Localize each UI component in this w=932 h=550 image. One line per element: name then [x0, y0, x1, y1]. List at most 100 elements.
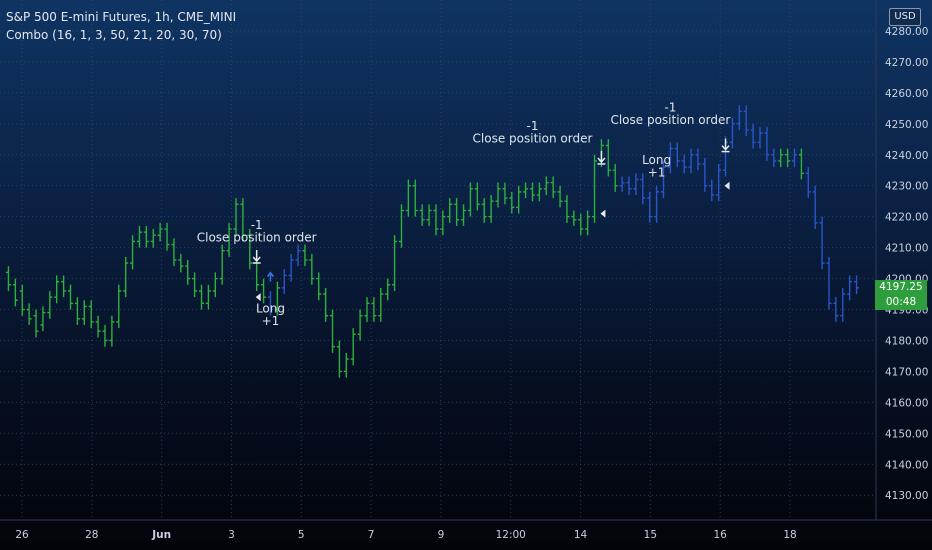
- price-bar: [543, 176, 549, 195]
- price-bar: [295, 244, 301, 267]
- price-bar: [660, 160, 666, 199]
- price-bar: [343, 352, 349, 378]
- price-bar: [454, 198, 460, 226]
- price-bar: [516, 185, 522, 214]
- currency-label[interactable]: USD: [889, 8, 921, 26]
- price-bar: [247, 229, 253, 270]
- price-bar: [81, 300, 87, 325]
- price-bar: [495, 182, 501, 208]
- price-bar: [709, 179, 715, 202]
- last-price-tag: 4197.25 00:48: [875, 280, 927, 310]
- price-bar: [102, 325, 108, 347]
- symbol-title[interactable]: S&P 500 E-mini Futures, 1h, CME_MINI: [6, 10, 237, 24]
- price-bar: [68, 284, 74, 310]
- price-bar: [819, 216, 825, 270]
- price-bar: [681, 154, 687, 174]
- price-bar: [654, 185, 660, 223]
- price-bar: [302, 244, 308, 267]
- price-bar: [757, 126, 763, 149]
- y-tick-label: 4140.00: [885, 459, 928, 471]
- y-tick-label: 4160.00: [885, 397, 928, 409]
- price-bar: [378, 287, 384, 322]
- price-bar: [274, 281, 280, 316]
- indicator-title[interactable]: Combo (16, 1, 3, 50, 21, 20, 30, 70): [6, 28, 222, 42]
- price-bar: [336, 340, 342, 378]
- price-bar: [61, 275, 67, 298]
- chart-legend: S&P 500 E-mini Futures, 1h, CME_MINI Com…: [6, 8, 236, 44]
- price-bar: [88, 300, 94, 329]
- price-bar: [833, 297, 839, 322]
- price-bar: [392, 235, 398, 291]
- price-bar: [633, 173, 639, 195]
- price-bar: [412, 179, 418, 217]
- trade-annotation: Close position order: [610, 113, 730, 127]
- entry-marker-icon: [724, 181, 730, 190]
- price-bar: [130, 235, 136, 270]
- price-bar: [19, 284, 25, 316]
- price-bar: [481, 198, 487, 223]
- exit-arrow-icon: [721, 138, 730, 153]
- price-bar: [626, 176, 632, 195]
- price-bar: [281, 269, 287, 295]
- entry-marker-icon: [600, 209, 606, 218]
- price-bar: [5, 266, 11, 291]
- price-bar: [309, 253, 315, 285]
- price-bar: [798, 148, 804, 180]
- x-tick-label: 15: [644, 529, 657, 541]
- price-bar: [750, 123, 756, 149]
- price-bar: [26, 303, 32, 325]
- y-tick-label: 4130.00: [885, 490, 928, 502]
- y-tick-label: 4170.00: [885, 366, 928, 378]
- trade-annotation: Long: [642, 153, 671, 167]
- price-bar: [523, 182, 529, 199]
- trade-annotation: -1: [251, 218, 263, 232]
- trade-annotation: +1: [262, 314, 280, 328]
- price-bar: [502, 182, 508, 205]
- x-tick-label: 3: [228, 529, 235, 541]
- bar-countdown: 00:48: [885, 296, 917, 308]
- price-bar: [688, 148, 694, 174]
- price-bar: [702, 157, 708, 192]
- price-bar: [785, 148, 791, 168]
- x-tick-label: 7: [368, 529, 375, 541]
- price-bar: [357, 309, 363, 341]
- price-bar: [261, 278, 267, 304]
- price-bar: [605, 139, 611, 177]
- y-tick-label: 4260.00: [885, 88, 928, 100]
- price-bar: [136, 225, 142, 248]
- price-bar: [205, 284, 211, 310]
- y-tick-label: 4240.00: [885, 150, 928, 162]
- price-bar: [164, 222, 170, 251]
- price-bar: [199, 284, 205, 310]
- x-tick-label: Jun: [151, 529, 171, 541]
- price-bar: [592, 154, 598, 223]
- x-tick-label: 14: [574, 529, 588, 541]
- entry-marker-icon: [255, 293, 261, 302]
- price-bar: [371, 297, 377, 322]
- price-bar: [805, 167, 811, 199]
- price-bar: [116, 284, 122, 329]
- y-tick-label: 4280.00: [885, 26, 928, 38]
- price-bar: [240, 198, 246, 242]
- y-tick-label: 4270.00: [885, 57, 928, 69]
- arrow-head: [252, 256, 261, 263]
- price-bar: [619, 176, 625, 192]
- price-bar: [564, 195, 570, 223]
- price-bar: [791, 148, 797, 168]
- price-bar: [123, 256, 129, 298]
- price-bar: [385, 278, 391, 301]
- price-bar: [157, 222, 163, 242]
- price-bar: [557, 185, 563, 208]
- trade-annotation: Close position order: [197, 230, 317, 244]
- price-bar: [47, 290, 53, 319]
- price-bar: [585, 210, 591, 236]
- price-bar: [536, 182, 542, 202]
- arrow-head: [721, 145, 730, 151]
- price-bar: [288, 253, 294, 282]
- x-tick-label: 9: [438, 529, 445, 541]
- price-bar: [578, 213, 584, 236]
- price-bar: [550, 176, 556, 199]
- price-bar: [419, 204, 425, 226]
